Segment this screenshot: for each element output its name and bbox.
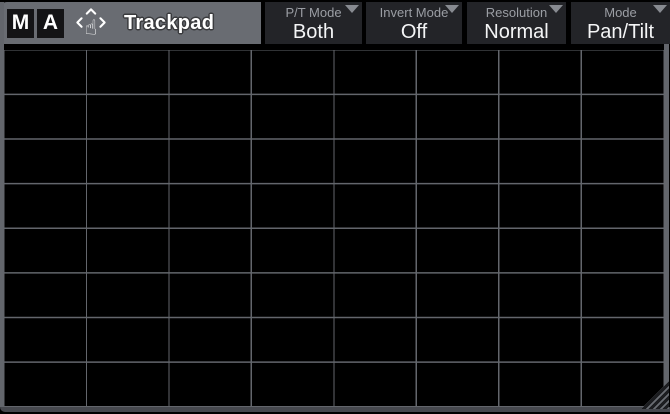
invert-mode-dropdown[interactable]: Invert Mode Off [366, 2, 462, 44]
mode-label: Mode [604, 5, 637, 20]
trackpad-grid[interactable] [4, 50, 664, 407]
pt-mode-dropdown[interactable]: P/T Mode Both [265, 2, 362, 44]
invert-mode-label: Invert Mode [379, 5, 449, 20]
mode-value: Pan/Tilt [586, 21, 655, 43]
window-border-left [0, 2, 4, 407]
svg-text:☝: ☝ [85, 15, 98, 39]
ma-logo[interactable]: M A [7, 8, 64, 38]
ma-logo-letter-m: M [7, 8, 34, 38]
resolution-value: Normal [484, 21, 549, 43]
invert-mode-value: Off [400, 21, 428, 43]
window-border-right [664, 44, 669, 407]
chevron-down-icon [653, 5, 667, 13]
chevron-down-icon [345, 5, 359, 13]
chevron-down-icon [549, 5, 563, 13]
pan-tilt-gesture-icon: ☝ [74, 7, 108, 39]
resolution-label: Resolution [485, 5, 548, 20]
ma-logo-letter-a: A [37, 8, 64, 38]
resolution-dropdown[interactable]: Resolution Normal [467, 2, 566, 44]
chevron-down-icon [445, 5, 459, 13]
pt-mode-label: P/T Mode [285, 5, 342, 20]
mode-dropdown[interactable]: Mode Pan/Tilt [571, 2, 670, 44]
window-title: Trackpad [124, 11, 215, 34]
title-bar[interactable]: M A ☝ Trackpad [0, 2, 261, 44]
pt-mode-value: Both [292, 21, 335, 43]
window-border-bottom [0, 407, 670, 412]
